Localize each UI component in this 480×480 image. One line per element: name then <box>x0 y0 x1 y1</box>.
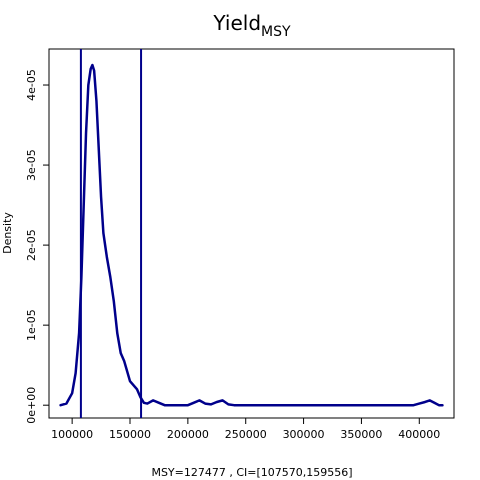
x-tick-label: 250000 <box>225 428 267 441</box>
y-tick-label: 2e-05 <box>25 229 38 261</box>
x-tick-label: 400000 <box>398 428 440 441</box>
y-tick-label: 4e-05 <box>25 69 38 101</box>
x-axis-label: MSY=127477 , CI=[107570,159556] <box>151 466 352 479</box>
chart-title-subscript: MSY <box>261 24 291 40</box>
y-tick-label: 1e-05 <box>25 309 38 341</box>
y-axis-label: Density <box>1 212 14 254</box>
y-tick-label: 3e-05 <box>25 149 38 181</box>
chart-title: YieldMSY <box>212 11 291 40</box>
x-tick-label: 350000 <box>340 428 382 441</box>
chart-title-main: Yield <box>212 11 261 35</box>
x-tick-label: 150000 <box>109 428 151 441</box>
y-tick-label: 0e+00 <box>25 387 38 424</box>
x-tick-label: 200000 <box>167 428 209 441</box>
plot-area: 100000 150000 200000 250000 300000 350000 4000… <box>25 48 455 441</box>
x-tick-label: 300000 <box>283 428 325 441</box>
plot-frame <box>48 48 455 419</box>
x-tick-label: 100000 <box>51 428 93 441</box>
density-curve <box>59 63 444 407</box>
